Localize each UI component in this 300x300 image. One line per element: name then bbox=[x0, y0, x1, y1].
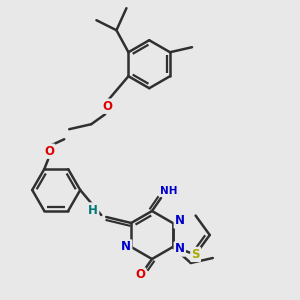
Text: S: S bbox=[191, 248, 200, 261]
Text: O: O bbox=[135, 268, 145, 281]
Text: O: O bbox=[102, 100, 112, 113]
Text: N: N bbox=[175, 242, 185, 256]
Text: NH: NH bbox=[160, 186, 178, 196]
Text: O: O bbox=[44, 145, 54, 158]
Text: N: N bbox=[175, 214, 185, 227]
Text: N: N bbox=[121, 241, 131, 254]
Text: H: H bbox=[88, 203, 98, 217]
